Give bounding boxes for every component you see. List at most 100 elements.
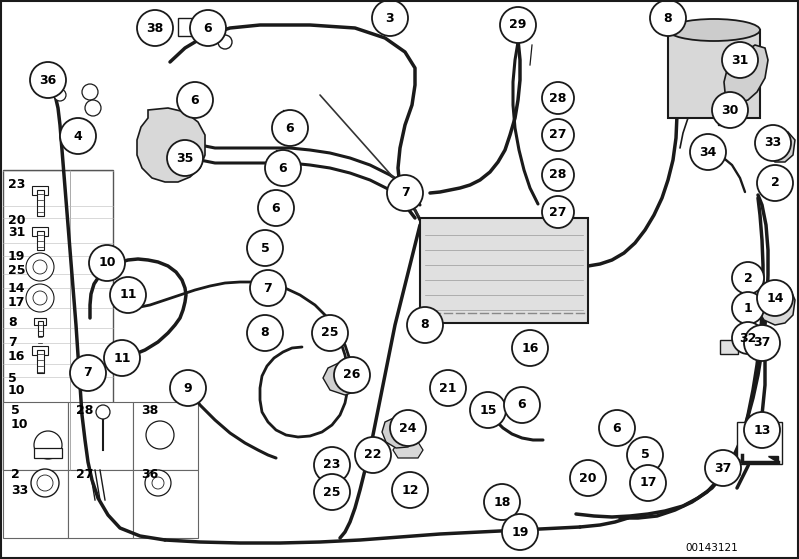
Text: 28: 28 xyxy=(76,404,93,416)
Text: 25: 25 xyxy=(8,263,26,277)
Text: 32: 32 xyxy=(739,331,757,344)
Text: 33: 33 xyxy=(11,484,28,496)
Circle shape xyxy=(755,125,791,161)
Circle shape xyxy=(272,110,308,146)
Text: 25: 25 xyxy=(321,326,339,339)
Text: 14: 14 xyxy=(766,291,784,305)
Circle shape xyxy=(492,492,512,512)
Text: 7: 7 xyxy=(84,367,93,380)
Circle shape xyxy=(54,89,66,101)
Polygon shape xyxy=(758,285,795,325)
Bar xyxy=(178,18,203,36)
Circle shape xyxy=(250,270,286,306)
Circle shape xyxy=(26,284,54,312)
Circle shape xyxy=(542,82,574,114)
Circle shape xyxy=(247,315,283,351)
Circle shape xyxy=(407,307,443,343)
Polygon shape xyxy=(393,442,423,458)
Polygon shape xyxy=(317,457,347,473)
Text: 00143121: 00143121 xyxy=(686,543,738,553)
Circle shape xyxy=(312,315,348,351)
Circle shape xyxy=(152,477,164,489)
Text: 8: 8 xyxy=(8,315,17,329)
Circle shape xyxy=(314,474,350,510)
Bar xyxy=(737,422,782,464)
Text: 26: 26 xyxy=(344,368,360,381)
Circle shape xyxy=(430,370,466,406)
Bar xyxy=(720,340,738,354)
Polygon shape xyxy=(382,415,420,448)
Circle shape xyxy=(630,465,666,501)
Circle shape xyxy=(114,350,130,366)
Text: 9: 9 xyxy=(184,381,193,395)
Circle shape xyxy=(504,387,540,423)
Text: 18: 18 xyxy=(493,495,511,509)
Circle shape xyxy=(177,82,213,118)
Text: 6: 6 xyxy=(191,93,199,107)
Circle shape xyxy=(524,342,536,354)
Circle shape xyxy=(89,245,125,281)
Circle shape xyxy=(484,484,520,520)
Text: 8: 8 xyxy=(260,326,269,339)
Bar xyxy=(133,402,198,470)
Circle shape xyxy=(757,165,793,201)
Circle shape xyxy=(392,472,428,508)
Circle shape xyxy=(372,0,408,36)
Text: 31: 31 xyxy=(8,225,26,239)
Ellipse shape xyxy=(668,19,760,41)
Text: 8: 8 xyxy=(664,12,672,25)
Circle shape xyxy=(732,262,764,294)
Circle shape xyxy=(542,159,574,191)
Circle shape xyxy=(218,35,232,49)
Text: 38: 38 xyxy=(146,21,164,35)
Polygon shape xyxy=(724,45,768,103)
Circle shape xyxy=(33,291,47,305)
Text: 6: 6 xyxy=(279,162,288,174)
Circle shape xyxy=(266,204,274,212)
Circle shape xyxy=(104,340,140,376)
Circle shape xyxy=(118,354,126,362)
Text: 31: 31 xyxy=(731,54,749,67)
Text: 10: 10 xyxy=(11,418,29,430)
Circle shape xyxy=(518,336,542,360)
Bar xyxy=(3,170,113,470)
Text: 36: 36 xyxy=(141,468,158,481)
Text: 16: 16 xyxy=(521,342,539,354)
Bar xyxy=(68,470,133,538)
Circle shape xyxy=(82,84,98,100)
Circle shape xyxy=(170,370,206,406)
Circle shape xyxy=(542,119,574,151)
Circle shape xyxy=(37,475,53,491)
Circle shape xyxy=(609,420,625,436)
Polygon shape xyxy=(432,381,464,399)
Text: 3: 3 xyxy=(386,12,395,25)
Polygon shape xyxy=(718,455,740,480)
Circle shape xyxy=(31,469,59,497)
Polygon shape xyxy=(768,132,795,162)
Circle shape xyxy=(744,412,780,448)
Circle shape xyxy=(275,120,291,136)
Circle shape xyxy=(70,355,106,391)
Text: 35: 35 xyxy=(177,151,193,164)
Bar xyxy=(38,321,43,336)
Circle shape xyxy=(627,437,663,473)
Text: 6: 6 xyxy=(286,121,294,135)
Circle shape xyxy=(85,100,101,116)
Circle shape xyxy=(124,291,132,299)
Circle shape xyxy=(262,200,278,216)
Text: 11: 11 xyxy=(119,288,137,301)
Text: 24: 24 xyxy=(400,421,417,434)
Circle shape xyxy=(387,175,423,211)
Bar xyxy=(668,30,760,118)
Bar xyxy=(32,186,48,195)
Text: 22: 22 xyxy=(364,448,382,462)
Circle shape xyxy=(757,280,793,316)
Circle shape xyxy=(722,42,758,78)
Circle shape xyxy=(137,10,173,46)
Text: 12: 12 xyxy=(401,484,419,496)
Text: 20: 20 xyxy=(8,214,26,226)
Text: 33: 33 xyxy=(765,136,781,149)
Text: 20: 20 xyxy=(579,471,597,485)
Text: 7: 7 xyxy=(8,335,17,348)
Circle shape xyxy=(570,460,606,496)
